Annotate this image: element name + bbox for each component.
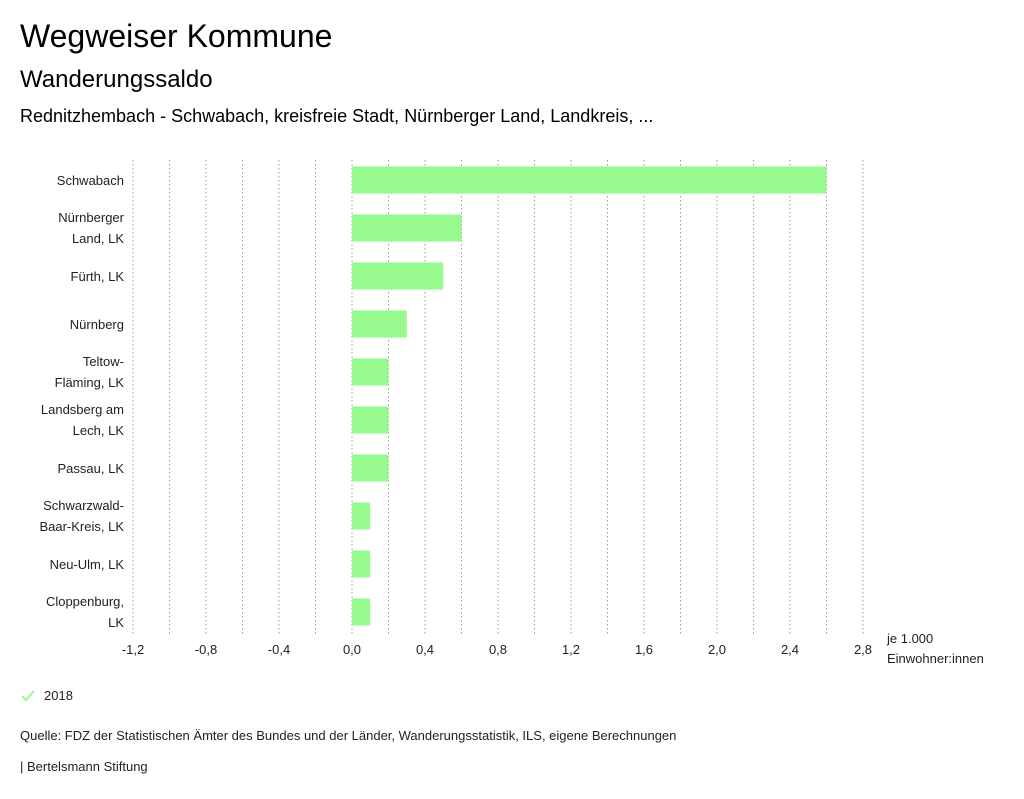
category-label-line: Fürth, LK <box>70 268 124 284</box>
x-tick-label: -0,4 <box>268 642 290 657</box>
category-label-line: Cloppenburg, <box>45 594 124 609</box>
x-tick-label: 2,8 <box>854 642 872 657</box>
category-label: Cloppenburg, LK <box>14 591 124 633</box>
x-tick-label: 2,4 <box>781 642 799 657</box>
bar[interactable] <box>352 598 371 626</box>
legend-label[interactable]: 2018 <box>44 688 73 703</box>
bar[interactable] <box>352 262 444 290</box>
unit-line: je 1.000 <box>887 631 934 646</box>
category-label-line: Lech, LK <box>72 423 124 438</box>
category-label: Nürnberger Land, LK <box>14 207 124 249</box>
brand-credit: | Bertelsmann Stiftung <box>20 759 148 774</box>
category-label-line: Baar-Kreis, LK <box>39 519 124 534</box>
bar[interactable] <box>352 214 462 242</box>
category-label-line: Land, LK <box>71 231 124 246</box>
category-label: Schwabach <box>14 170 124 191</box>
unit-line: Einwohner:innen <box>887 651 984 666</box>
source-note: Quelle: FDZ der Statistischen Ämter des … <box>20 728 677 743</box>
category-label-line: Nürnberger <box>58 210 124 225</box>
x-tick-label: 0,4 <box>416 642 434 657</box>
x-tick-label: 0,0 <box>343 642 361 657</box>
x-tick-label: 2,0 <box>708 642 726 657</box>
category-label-line: LK <box>108 615 124 630</box>
x-tick-label: 1,6 <box>635 642 653 657</box>
x-tick-label: -1,2 <box>122 642 144 657</box>
bar[interactable] <box>352 166 827 194</box>
bar[interactable] <box>352 406 389 434</box>
category-label: Schwarzwald- Baar-Kreis, LK <box>14 495 124 537</box>
x-tick-label: 0,8 <box>489 642 507 657</box>
category-label-line: Fläming, LK <box>54 375 124 390</box>
page-title: Wegweiser Kommune <box>20 18 333 54</box>
category-label-line: Nürnberg <box>69 316 124 332</box>
x-tick-label: -0,8 <box>195 642 217 657</box>
category-label: Fürth, LK <box>14 266 124 287</box>
category-label: Teltow- Fläming, LK <box>14 351 124 393</box>
category-label: Passau, LK <box>14 458 125 479</box>
category-label-line: Landsberg am <box>40 402 124 417</box>
category-label-line: Schwabach <box>56 172 124 188</box>
category-label-line: Teltow- <box>82 354 124 369</box>
category-label-line: Passau, LK <box>57 460 125 476</box>
x-tick-label: 1,2 <box>562 642 580 657</box>
category-label: Neu-Ulm, LK <box>14 554 124 575</box>
bar[interactable] <box>352 310 407 338</box>
bar[interactable] <box>352 358 389 386</box>
chart-context: Rednitzhembach - Schwabach, kreisfreie S… <box>20 106 654 126</box>
bar[interactable] <box>352 502 371 530</box>
legend[interactable]: 2018 <box>20 686 73 706</box>
axis-unit-label: je 1.000 Einwohner:innen <box>887 629 984 669</box>
bar[interactable] <box>352 454 389 482</box>
bar[interactable] <box>352 550 371 578</box>
category-label-line: Schwarzwald- <box>43 498 124 513</box>
check-icon[interactable] <box>20 686 36 706</box>
category-label: Nürnberg <box>14 314 124 335</box>
chart-subtitle: Wanderungssaldo <box>20 66 213 93</box>
bar-chart: -1,2 -0,8 -0,4 0,0 0,4 0,8 1,2 1,6 2,0 2,4 2,8 <box>122 160 872 657</box>
category-label: Landsberg am Lech, LK <box>14 399 124 441</box>
category-label-line: Neu-Ulm, LK <box>49 556 124 572</box>
